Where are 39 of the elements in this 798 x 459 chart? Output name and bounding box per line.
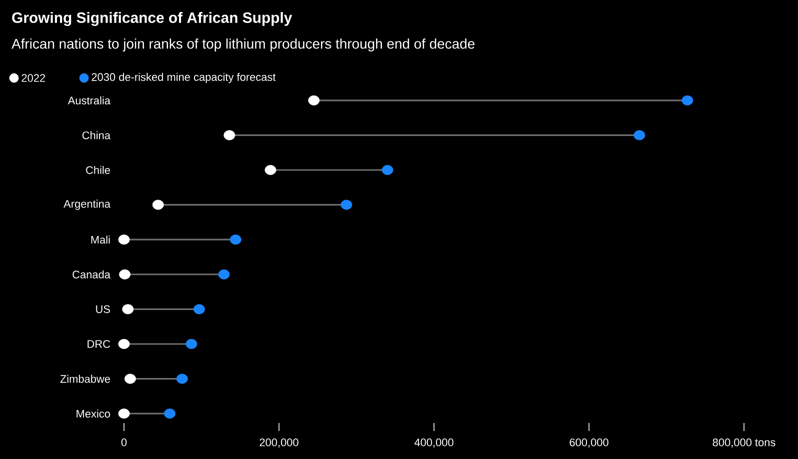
point <box>118 408 130 419</box>
point <box>152 200 164 210</box>
y-tick-label: China <box>82 131 110 140</box>
point <box>682 95 694 106</box>
point <box>186 338 198 349</box>
point <box>340 200 352 210</box>
chart-subtitle: African nations to join ranks of top lithium producers through end of decade <box>12 38 474 52</box>
y-tick-label: US <box>96 305 110 314</box>
x-tick-label: 200,000 <box>260 438 298 448</box>
legend-label: 2030 de-risked mine capacity forecast <box>92 72 276 84</box>
legend-label: 2022 <box>22 74 46 82</box>
point <box>118 234 130 245</box>
y-tick-label: Mexico <box>76 410 110 418</box>
y-tick-label: Chile <box>86 166 110 174</box>
point <box>308 95 320 106</box>
point <box>193 304 205 314</box>
point <box>176 374 188 384</box>
point <box>218 269 230 280</box>
x-tick-label: 800,000 tons <box>712 438 776 448</box>
point <box>122 304 134 314</box>
y-tick-label: DRC <box>88 340 110 348</box>
y-tick-label: Argentina <box>64 200 110 210</box>
point <box>124 374 136 384</box>
point <box>230 234 242 245</box>
y-tick-label: Australia <box>68 96 110 104</box>
point <box>118 338 130 349</box>
point <box>264 164 276 175</box>
point <box>382 164 394 175</box>
x-tick-label: 600,000 <box>570 438 608 448</box>
point <box>224 130 236 140</box>
y-tick-label: Canada <box>72 270 110 278</box>
point <box>119 269 131 280</box>
x-tick-label: 400,000 <box>414 438 454 448</box>
chart-title: Growing Significance of African Supply <box>12 12 292 26</box>
x-tick-label: 0 <box>121 438 127 446</box>
y-tick-label: Zimbabwe <box>60 374 110 383</box>
y-tick-label: Mali <box>91 236 110 244</box>
point <box>164 408 176 419</box>
point <box>634 130 646 140</box>
